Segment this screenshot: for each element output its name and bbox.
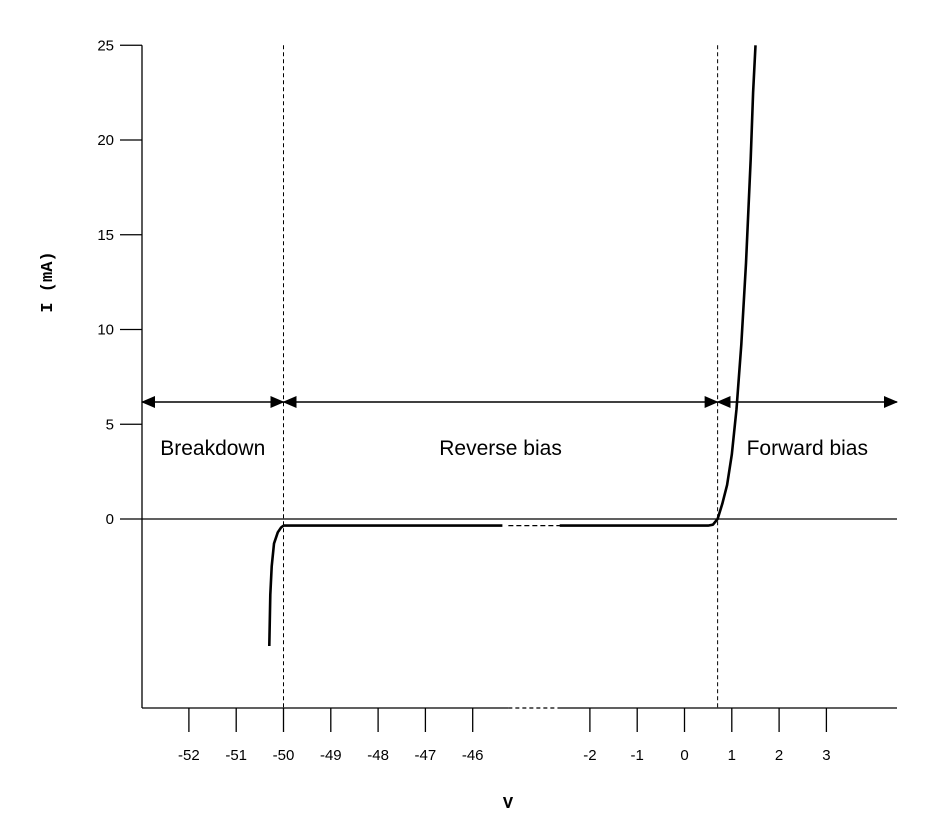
- y-tick-label: 15: [97, 227, 114, 244]
- y-tick-label: 10: [97, 322, 114, 339]
- region-label: Reverse bias: [439, 437, 562, 460]
- x-tick-label: 1: [728, 747, 736, 764]
- y-tick-label: 20: [97, 132, 114, 149]
- y-tick-label: 5: [106, 416, 114, 433]
- y-axis-title: I (mA): [39, 251, 58, 312]
- curve-segment-breakdown: [268, 524, 285, 647]
- x-tick-label: -47: [415, 747, 437, 764]
- x-tick-label: -1: [631, 747, 644, 764]
- region-label: Forward bias: [747, 437, 868, 460]
- region-markers: Breakdown Reverse bias Forward bias: [141, 396, 898, 460]
- region-label: Breakdown: [160, 437, 265, 460]
- x-tick-label: 0: [680, 747, 688, 764]
- x-tick-label: -51: [225, 747, 247, 764]
- x-tick-label: -49: [320, 747, 342, 764]
- iv-curve: [268, 45, 757, 647]
- x-tick-label: -48: [367, 747, 389, 764]
- y-tick-label: 0: [106, 511, 114, 528]
- x-tick-label: 2: [775, 747, 783, 764]
- curve-segment-reverse-right-forward: [559, 45, 757, 527]
- x-tick-label: -52: [178, 747, 200, 764]
- x-tick-label: -50: [273, 747, 295, 764]
- axes: 0 5 10 15 20 25 -52 -51 -50 -49 -48 -47 -46 -2 -1 0 1 2 3: [97, 37, 897, 764]
- y-tick-label: 25: [97, 37, 114, 54]
- x-tick-label: 3: [822, 747, 830, 764]
- x-tick-label: -46: [462, 747, 484, 764]
- x-tick-label: -2: [583, 747, 596, 764]
- x-axis-title: V: [503, 795, 514, 814]
